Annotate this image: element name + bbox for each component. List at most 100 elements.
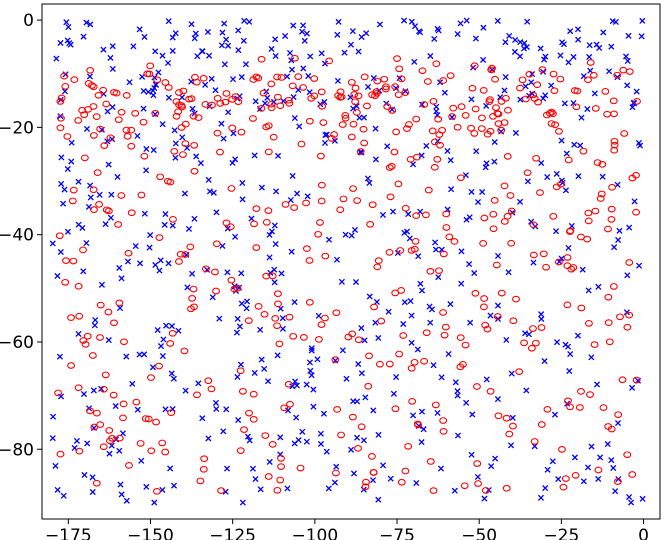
- series-0-point-x-291: [225, 109, 232, 116]
- series-1-point-o-167: [222, 90, 231, 97]
- series-1-point-o-430: [604, 225, 612, 233]
- series-1-point-o-452: [388, 107, 397, 114]
- series-1-point-o-255: [457, 103, 466, 111]
- series-1-point-o-460: [470, 130, 479, 137]
- series-0-point-x-307: [356, 114, 363, 121]
- series-1-point-o-407: [114, 221, 123, 228]
- series-0-point-x-47: [358, 370, 365, 377]
- series-0-point-x-617: [570, 53, 577, 61]
- series-0-point-x-483: [610, 464, 617, 472]
- series-1-point-o-27: [434, 115, 443, 123]
- series-0-point-x-592: [261, 365, 268, 372]
- series-0-point-x-505: [523, 43, 530, 51]
- series-1-point-o-526: [344, 333, 353, 341]
- series-1-point-o-86: [497, 289, 506, 297]
- series-0-point-x-438: [83, 19, 90, 26]
- series-0-point-x-474: [390, 390, 397, 397]
- series-1-point-o-362: [75, 447, 84, 455]
- series-0-point-x-149: [432, 246, 439, 253]
- series-1-point-o-285: [527, 344, 536, 352]
- series-0-point-x-407: [624, 57, 631, 64]
- series-0-point-x-13: [52, 462, 59, 469]
- series-1-point-o-114: [273, 73, 282, 81]
- series-1-point-o-171: [210, 268, 219, 276]
- series-1-point-o-504: [603, 110, 612, 118]
- series-1-point-o-379: [56, 98, 65, 105]
- series-0-point-x-398: [268, 45, 275, 53]
- series-1-point-o-262: [386, 193, 395, 201]
- series-1-point-o-241: [604, 293, 613, 301]
- series-1-point-o-357: [422, 329, 431, 337]
- series-0-point-x-192: [49, 240, 56, 247]
- series-0-point-x-362: [172, 140, 179, 147]
- series-0-point-x-152: [348, 446, 355, 453]
- series-1-point-o-456: [374, 257, 383, 265]
- series-1-point-o-380: [521, 95, 530, 103]
- series-0-point-x-364: [483, 376, 490, 383]
- series-0-point-x-613: [272, 52, 279, 60]
- series-1-point-o-487: [446, 72, 455, 79]
- series-1-point-o-399: [412, 115, 421, 123]
- series-0-point-x-538: [300, 65, 307, 72]
- series-1-point-o-188: [525, 70, 534, 78]
- series-1-point-o-387: [274, 290, 282, 298]
- series-0-point-x-187: [104, 108, 111, 115]
- series-1-point-o-288: [79, 337, 88, 344]
- series-1-point-o-493: [317, 181, 326, 189]
- series-0-point-x-223: [161, 221, 168, 228]
- series-1-point-o-328: [228, 124, 237, 132]
- series-0-point-x-420: [389, 208, 397, 215]
- series-0-point-x-267: [89, 488, 96, 496]
- series-0-point-x-114: [162, 210, 169, 218]
- series-0-point-x-302: [508, 370, 515, 377]
- series-0-point-x-581: [140, 105, 147, 112]
- series-0-point-x-125: [278, 270, 285, 277]
- series-0-point-x-134: [624, 272, 631, 279]
- series-0-point-x-341: [248, 215, 255, 222]
- series-0-point-x-399: [60, 492, 67, 499]
- series-1-point-o-7: [54, 389, 63, 397]
- series-1-point-o-374: [156, 173, 165, 181]
- series-1-point-o-345: [302, 245, 311, 252]
- series-0-point-x-195: [84, 440, 91, 447]
- series-0-point-x-59: [268, 228, 275, 235]
- series-1-point-o-129: [341, 112, 350, 119]
- series-1-point-o-66: [89, 83, 98, 91]
- series-0-point-x-249: [444, 147, 451, 155]
- series-0-point-x-358: [352, 278, 360, 286]
- series-0-point-x-194: [427, 52, 434, 60]
- series-1-point-o-299: [192, 78, 201, 86]
- series-1-point-o-226: [377, 317, 386, 325]
- series-0-point-x-220: [212, 87, 219, 94]
- series-1-point-o-330: [356, 148, 365, 155]
- series-1-point-o-382: [86, 66, 95, 74]
- x-tick-label-4: −75: [379, 526, 415, 540]
- series-1-point-o-439: [391, 405, 400, 413]
- series-1-point-o-467: [123, 132, 132, 140]
- series-0-point-x-549: [300, 22, 307, 29]
- series-1-point-o-462: [336, 88, 345, 96]
- series-0-point-x-151: [614, 420, 622, 427]
- series-1-point-o-475: [364, 382, 373, 390]
- series-1-point-o-355: [152, 418, 161, 426]
- series-0-point-x-85: [385, 308, 392, 315]
- series-0-point-x-636: [323, 448, 330, 455]
- series-0-point-x-299: [308, 347, 315, 354]
- series-1-point-o-517: [237, 128, 246, 136]
- series-0-point-x-206: [537, 494, 545, 501]
- series-0-point-x-599: [503, 336, 510, 343]
- series-0-point-x-397: [331, 479, 339, 486]
- series-0-point-x-272: [563, 150, 570, 157]
- series-0-point-x-542: [347, 41, 354, 48]
- series-0-point-x-178: [447, 157, 454, 164]
- series-1-point-o-233: [577, 388, 585, 395]
- series-0-point-x-191: [307, 367, 314, 374]
- series-1-point-o-212: [440, 331, 449, 339]
- series-0-point-x-231: [107, 214, 114, 221]
- series-1-point-o-34: [559, 483, 568, 491]
- series-1-point-o-77: [532, 154, 541, 162]
- series-0-point-x-242: [466, 261, 473, 268]
- series-1-point-o-47: [404, 121, 413, 128]
- series-0-point-x-107: [68, 158, 75, 165]
- series-0-point-x-33: [152, 261, 159, 269]
